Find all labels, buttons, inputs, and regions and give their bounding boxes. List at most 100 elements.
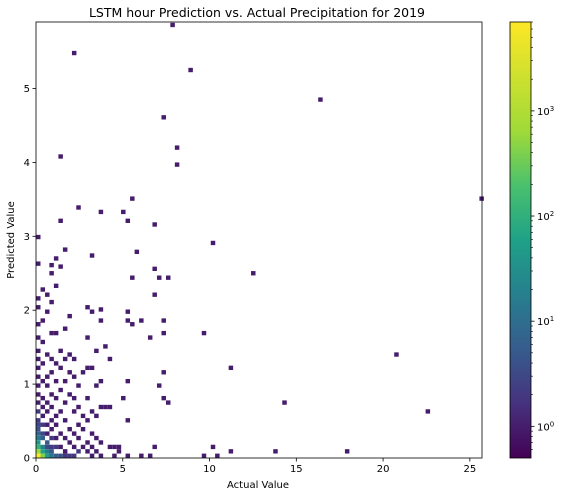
- histogram-cell: [98, 404, 104, 410]
- histogram-cell: [89, 365, 95, 371]
- histogram-cell: [125, 418, 131, 423]
- histogram-cell: [76, 422, 81, 427]
- histogram-cell: [161, 370, 166, 375]
- plot-area: [35, 21, 484, 459]
- histogram-cell: [40, 449, 46, 454]
- histogram-cell: [112, 444, 117, 450]
- histogram-cell: [40, 339, 46, 345]
- histogram-cell: [344, 449, 350, 454]
- histogram-cells: [36, 22, 484, 458]
- histogram-cell: [49, 453, 54, 458]
- histogram-cell: [49, 370, 54, 375]
- histogram-cell: [62, 356, 68, 362]
- colorbar: 100 101 102 103: [509, 21, 554, 459]
- histogram-cell: [156, 275, 162, 280]
- histogram-cell: [36, 427, 41, 432]
- histogram-cell: [53, 361, 59, 366]
- histogram-cell: [36, 418, 41, 423]
- x-tick-label: 25: [463, 464, 476, 475]
- histogram-cell: [85, 305, 90, 310]
- histogram-cell: [40, 431, 46, 436]
- colorbar-tick-label: 101: [537, 315, 554, 328]
- y-tick-label: 1: [24, 380, 30, 391]
- y-tick-label: 0: [24, 454, 30, 465]
- histogram-cell: [94, 435, 99, 441]
- histogram-cell: [36, 365, 41, 371]
- histogram-cell: [425, 409, 431, 414]
- histogram-cell: [58, 365, 63, 371]
- histogram-cell: [76, 449, 81, 454]
- histogram-cell: [67, 427, 72, 432]
- histogram-cell: [210, 240, 216, 246]
- histogram-cell: [62, 449, 68, 454]
- histogram-cell: [36, 435, 41, 441]
- histogram-cell: [89, 253, 95, 258]
- histogram-cell: [58, 264, 63, 269]
- histogram-cell: [116, 449, 122, 454]
- histogram-cell: [49, 418, 54, 423]
- histogram-cell: [62, 247, 68, 252]
- histogram-cell: [94, 383, 99, 388]
- histogram-cell: [49, 449, 54, 454]
- histogram-cell: [36, 383, 41, 388]
- histogram-cell: [49, 262, 54, 268]
- x-tick-label: 10: [203, 464, 216, 475]
- histogram-cell: [112, 453, 117, 458]
- histogram-cell: [94, 449, 99, 454]
- histogram-cell: [130, 322, 135, 327]
- histogram-cell: [49, 444, 54, 450]
- colorbar-ticks: 100 101 102 103: [531, 21, 554, 450]
- plot-frame: [35, 21, 483, 459]
- histogram-cell: [215, 453, 220, 458]
- histogram-cell: [76, 435, 81, 441]
- histogram-cell: [36, 234, 41, 240]
- histogram-cell: [49, 271, 54, 276]
- histogram-cell: [210, 444, 216, 450]
- histogram-cell: [152, 266, 157, 271]
- histogram-cell: [130, 275, 135, 280]
- histogram-cell: [85, 449, 90, 454]
- histogram-cell: [62, 326, 68, 331]
- histogram-cell: [94, 413, 99, 419]
- histogram-cell: [318, 97, 323, 102]
- histogram-cell: [147, 335, 153, 340]
- histogram-cell: [36, 296, 41, 301]
- histogram-cell: [45, 431, 50, 436]
- histogram-cell: [152, 292, 157, 297]
- histogram-cell: [125, 453, 131, 458]
- histogram-cell: [36, 374, 41, 379]
- histogram-cell: [45, 400, 50, 405]
- histogram-cell: [170, 22, 175, 28]
- x-axis: 0 5 10 15 20 25: [33, 458, 476, 475]
- histogram-cell: [85, 395, 90, 401]
- histogram-cell: [58, 154, 63, 159]
- histogram-cell: [98, 453, 104, 458]
- histogram-cell: [36, 356, 41, 362]
- histogram-cell: [49, 356, 54, 362]
- histogram-cell: [121, 209, 126, 215]
- histogram-cell: [36, 449, 41, 454]
- histogram-cell: [36, 409, 41, 414]
- histogram-cell: [71, 50, 77, 56]
- colorbar-tick-label: 103: [537, 105, 554, 118]
- histogram-cell: [71, 409, 77, 414]
- histogram-cell: [80, 370, 86, 375]
- y-tick-label: 3: [24, 232, 30, 243]
- histogram-cell: [40, 287, 46, 292]
- histogram-cell: [161, 330, 166, 336]
- histogram-cell: [166, 275, 171, 280]
- x-tick-label: 5: [120, 464, 126, 475]
- histogram-cell: [62, 378, 68, 384]
- histogram-cell: [394, 352, 399, 357]
- x-tick-label: 20: [377, 464, 390, 475]
- histogram-cell: [45, 440, 50, 445]
- histogram-cell: [53, 283, 59, 288]
- histogram-cell: [116, 444, 122, 450]
- histogram-cell: [125, 218, 131, 223]
- histogram-cell: [36, 453, 41, 458]
- colorbar-tick-label: 100: [537, 420, 554, 433]
- histogram-cell: [40, 422, 46, 427]
- histogram-cell: [53, 413, 59, 419]
- histogram-cell: [49, 404, 54, 410]
- histogram-cell: [134, 249, 140, 254]
